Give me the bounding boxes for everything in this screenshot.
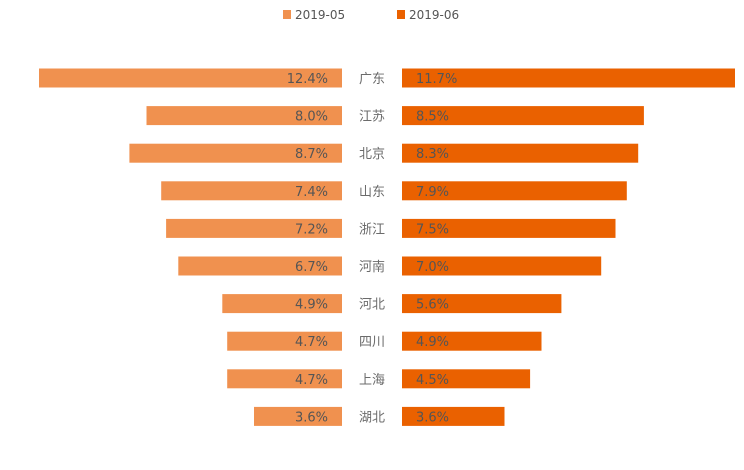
category-label-6: 河北	[359, 298, 385, 313]
category-label-0: 广东	[359, 72, 385, 87]
bars	[39, 68, 735, 426]
bar-right-2	[402, 143, 639, 163]
bar-right-9	[402, 406, 505, 426]
bar-right-8	[402, 369, 531, 389]
bar-right-3	[402, 181, 627, 201]
bar-left-4	[166, 218, 342, 238]
category-label-2: 北京	[359, 147, 385, 162]
value-label-right-3: 7.9%	[416, 185, 449, 200]
bar-left-1	[146, 106, 342, 126]
bar-right-6	[402, 294, 562, 314]
labels: 12.4% 11.7% 广东 8.0% 8.5% 江苏 8.7% 8.3% 北京 7.4% 7.9%…	[287, 72, 458, 425]
value-label-right-2: 8.3%	[416, 147, 449, 162]
value-label-right-9: 3.6%	[416, 410, 449, 425]
category-label-3: 山东	[359, 185, 385, 200]
legend-label-1[interactable]: 2019-06	[409, 8, 459, 22]
bar-left-6	[222, 294, 342, 314]
legend: 2019-05 2019-06	[283, 8, 459, 22]
value-label-left-7: 4.7%	[295, 335, 328, 350]
value-label-left-2: 8.7%	[295, 147, 328, 162]
bar-left-5	[178, 256, 342, 276]
category-label-8: 上海	[359, 373, 385, 388]
value-label-left-6: 4.9%	[295, 298, 328, 313]
category-label-5: 河南	[359, 259, 385, 275]
value-label-left-3: 7.4%	[295, 185, 328, 200]
value-label-left-5: 6.7%	[295, 260, 328, 275]
value-label-right-1: 8.5%	[416, 110, 449, 125]
category-label-1: 江苏	[359, 109, 385, 125]
value-label-right-6: 5.6%	[416, 298, 449, 313]
bar-left-9	[254, 406, 342, 426]
value-label-left-8: 4.7%	[295, 373, 328, 388]
value-label-right-4: 7.5%	[416, 222, 449, 237]
legend-swatch-0	[283, 10, 291, 19]
bar-right-5	[402, 256, 602, 276]
bar-right-7	[402, 331, 542, 351]
category-label-4: 浙江	[359, 222, 385, 237]
bar-left-8	[227, 369, 342, 389]
legend-label-0[interactable]: 2019-05	[295, 8, 345, 22]
category-label-9: 湖北	[359, 410, 385, 425]
bar-left-0	[39, 68, 342, 88]
value-label-right-0: 11.7%	[416, 72, 457, 87]
value-label-left-9: 3.6%	[295, 410, 328, 425]
bar-left-7	[227, 331, 342, 351]
value-label-left-1: 8.0%	[295, 110, 328, 125]
value-label-left-4: 7.2%	[295, 222, 328, 237]
value-label-right-8: 4.5%	[416, 373, 449, 388]
legend-swatch-1	[397, 10, 405, 19]
bar-left-2	[129, 143, 342, 163]
bar-right-0	[402, 68, 735, 88]
bar-left-3	[161, 181, 342, 201]
category-label-7: 四川	[359, 335, 385, 350]
value-label-right-7: 4.9%	[416, 335, 449, 350]
bar-right-4	[402, 218, 616, 238]
value-label-right-5: 7.0%	[416, 260, 449, 275]
bar-right-1	[402, 106, 644, 126]
value-label-left-0: 12.4%	[287, 72, 328, 87]
